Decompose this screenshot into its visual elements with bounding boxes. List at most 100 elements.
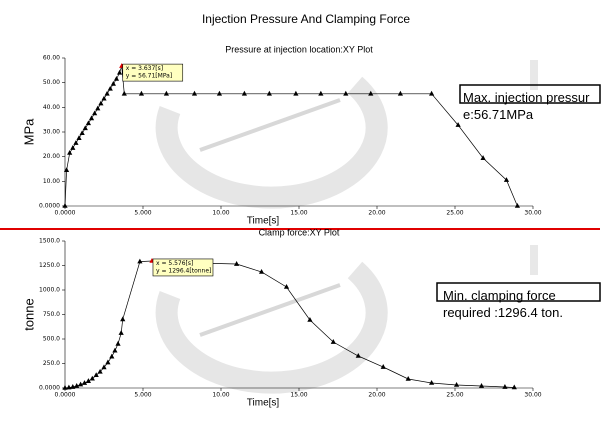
data-line bbox=[64, 260, 515, 389]
icon bbox=[530, 245, 538, 275]
data-point bbox=[502, 384, 508, 389]
data-point bbox=[368, 90, 374, 96]
data-point bbox=[73, 140, 79, 145]
data-point bbox=[113, 75, 120, 81]
data-point bbox=[234, 261, 240, 266]
page-title: Injection Pressure And Clamping Force bbox=[202, 12, 410, 26]
data-point bbox=[85, 120, 91, 126]
y-tick-label: 500.0 bbox=[43, 336, 60, 343]
data-point bbox=[453, 381, 460, 387]
data-point bbox=[62, 385, 68, 390]
x-tick-label: 5.000 bbox=[134, 392, 151, 399]
y-tick-label: 750.0 bbox=[43, 311, 60, 318]
x-tick-label: 20.00 bbox=[368, 392, 385, 399]
data-point bbox=[98, 100, 104, 106]
data-point bbox=[503, 177, 510, 182]
data-point bbox=[121, 90, 127, 96]
data-point bbox=[88, 115, 95, 121]
tooltip-text: y = 1296.4[tonne] bbox=[156, 267, 211, 274]
y-tick-label: 50.00 bbox=[43, 79, 60, 86]
x-tick-label: 30.00 bbox=[524, 392, 541, 399]
y-tick-label: 0.0000 bbox=[39, 385, 60, 392]
data-point bbox=[511, 384, 517, 390]
data-point bbox=[397, 90, 403, 96]
data-point bbox=[480, 155, 486, 160]
data-point bbox=[78, 381, 84, 387]
data-point bbox=[318, 90, 324, 96]
data-point bbox=[93, 372, 99, 378]
data-point bbox=[97, 368, 103, 374]
data-point bbox=[429, 90, 435, 96]
y-tick-label: 40.00 bbox=[43, 104, 60, 111]
tooltip-box bbox=[122, 63, 184, 82]
y-tick-label: 1000.0 bbox=[39, 287, 60, 294]
data-point bbox=[120, 316, 126, 322]
data-point bbox=[138, 90, 145, 96]
x-tick-label: 25.00 bbox=[446, 210, 463, 217]
data-point bbox=[101, 95, 107, 101]
data-line bbox=[64, 65, 518, 207]
data-point bbox=[137, 258, 143, 264]
data-point bbox=[117, 69, 123, 75]
y-tick-label: 10.00 bbox=[43, 178, 60, 185]
data-point bbox=[101, 364, 107, 370]
x-axis-label: Time[s] bbox=[247, 398, 280, 409]
data-point bbox=[355, 352, 361, 358]
y-tick-label: 250.0 bbox=[43, 360, 60, 367]
data-point bbox=[89, 375, 95, 381]
data-point bbox=[104, 90, 110, 96]
data-point bbox=[405, 375, 411, 381]
data-point bbox=[266, 90, 272, 96]
watermark bbox=[155, 76, 388, 394]
x-tick-label: 0.0000 bbox=[55, 392, 76, 399]
y-tick-label: 1250.0 bbox=[39, 262, 60, 269]
data-point bbox=[105, 359, 111, 365]
x-tick-label: 25.00 bbox=[446, 392, 463, 399]
data-point bbox=[478, 383, 485, 388]
data-point bbox=[79, 130, 85, 136]
y-tick-label: 20.00 bbox=[43, 153, 60, 160]
data-point bbox=[429, 380, 435, 385]
data-point bbox=[82, 125, 88, 131]
data-point bbox=[241, 90, 247, 96]
note-box bbox=[459, 84, 601, 104]
note: Min. clamping force required :1296.4 ton… bbox=[443, 288, 563, 320]
x-tick-label: 0.0000 bbox=[55, 210, 76, 217]
data-point bbox=[74, 383, 80, 388]
data-point bbox=[95, 105, 101, 111]
note-box bbox=[436, 282, 601, 302]
tooltip-text: x = 5.576[s] bbox=[156, 260, 193, 267]
chart-title: Clamp force:XY Plot bbox=[259, 227, 340, 237]
data-point bbox=[92, 110, 98, 116]
data-point bbox=[115, 340, 121, 346]
data-point bbox=[109, 353, 115, 359]
tooltip-box bbox=[152, 258, 214, 277]
icon bbox=[530, 60, 538, 90]
data-point bbox=[258, 268, 265, 274]
x-tick-label: 15.00 bbox=[290, 392, 307, 399]
data-point bbox=[163, 90, 169, 96]
data-point bbox=[107, 85, 113, 91]
x-tick-label: 10.00 bbox=[212, 210, 229, 217]
tooltip-text: y = 56.71[MPa] bbox=[126, 73, 172, 80]
data-point bbox=[118, 330, 124, 335]
x-tick-label: 10.00 bbox=[212, 392, 229, 399]
data-point bbox=[112, 347, 118, 353]
x-tick-label: 15.00 bbox=[290, 210, 307, 217]
y-tick-label: 1500.0 bbox=[39, 238, 60, 245]
data-point bbox=[66, 384, 72, 390]
data-point bbox=[110, 80, 116, 86]
data-point bbox=[76, 135, 82, 140]
data-point bbox=[62, 203, 68, 208]
x-axis-label: Time[s] bbox=[247, 216, 280, 227]
data-point bbox=[63, 167, 70, 173]
data-point bbox=[216, 90, 223, 96]
data-point bbox=[380, 364, 386, 369]
data-point bbox=[191, 90, 198, 96]
note: Max. injection pressure:56.71MPa bbox=[463, 90, 590, 122]
x-tick-label: 30.00 bbox=[524, 210, 541, 217]
chart-title: Pressure at injection location:XY Plot bbox=[225, 44, 373, 54]
data-point bbox=[293, 90, 299, 96]
